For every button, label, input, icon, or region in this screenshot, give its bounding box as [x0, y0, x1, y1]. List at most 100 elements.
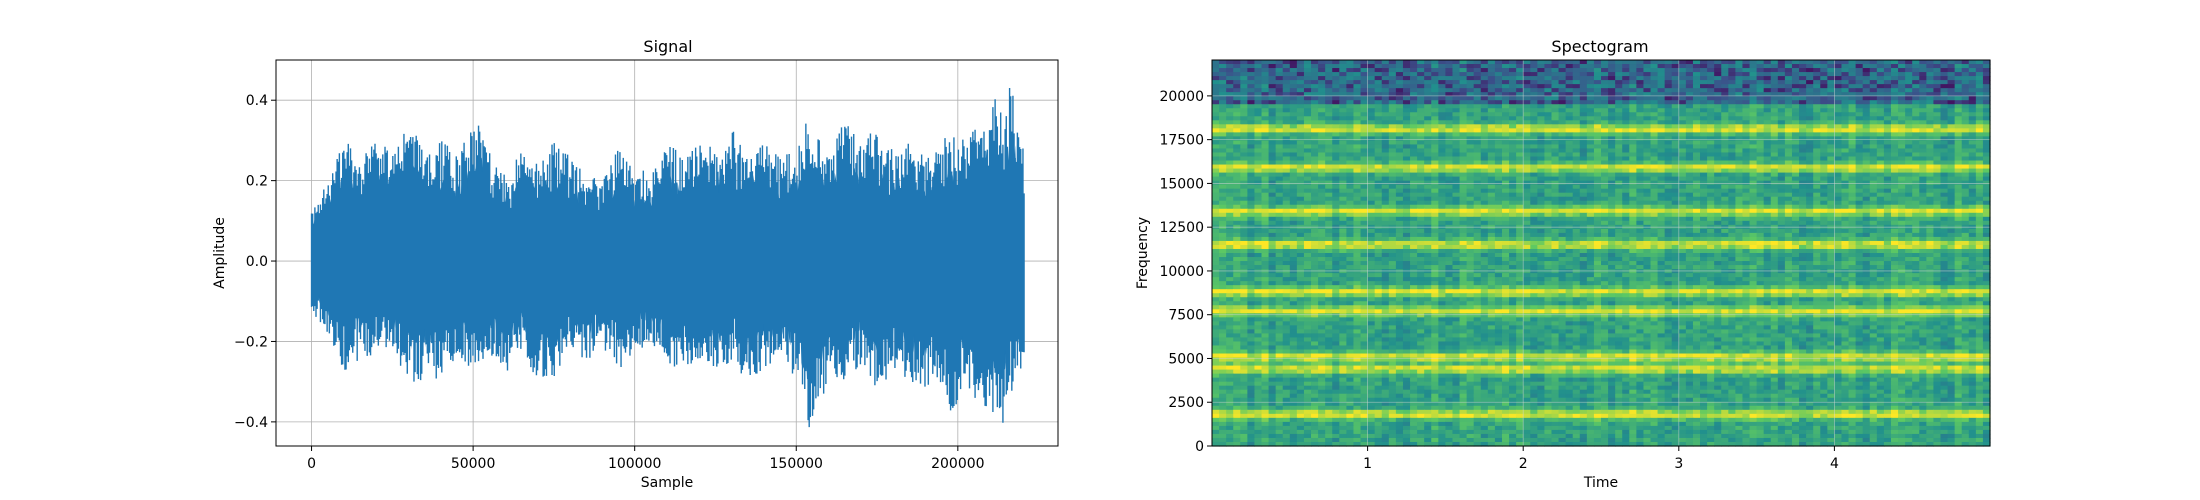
spectrogram-cell [1311, 60, 1319, 65]
spectrogram-cell [1664, 212, 1673, 218]
spectrogram-cell [1954, 220, 1963, 226]
spectrogram-cell [1791, 64, 1800, 69]
spectrogram-cell [1954, 144, 1963, 150]
spectrogram-cell [1395, 88, 1404, 93]
spectrogram-cell [1431, 140, 1439, 146]
spectrogram-cell [1799, 120, 1807, 125]
spectrogram-cell [1883, 156, 1892, 162]
spectrogram-cell [1664, 108, 1673, 113]
spectrogram-cell [1933, 136, 1942, 142]
spectrogram-cell [1961, 176, 1970, 182]
spectrogram-cell [1629, 72, 1637, 77]
spectrogram-cell [1593, 208, 1602, 214]
spectrogram-cell [1410, 112, 1418, 117]
spectrogram-cell [1685, 172, 1694, 178]
spectrogram-cell [1240, 204, 1248, 210]
spectrogram-cell [1777, 184, 1786, 190]
spectrogram-cell [1820, 156, 1828, 162]
spectrogram-cell [1869, 188, 1878, 194]
spectrogram-cell [1431, 204, 1439, 210]
spectrogram-cell [1537, 208, 1546, 214]
spectrogram-cell [1664, 124, 1673, 129]
spectrogram-cell [1933, 120, 1942, 125]
spectrogram-cell [1318, 112, 1326, 117]
spectrogram-cell [1629, 168, 1637, 174]
spectrogram-cell [1424, 172, 1432, 178]
spectrogram-cell [1219, 76, 1227, 81]
spectrogram-cell [1537, 176, 1546, 182]
spectrogram-cell [1643, 92, 1652, 97]
spectrogram-cell [1282, 104, 1291, 109]
spectrogram-cell [1671, 200, 1680, 206]
spectrogram-cell [1636, 124, 1645, 129]
spectrogram-cell [1402, 152, 1411, 158]
spectrogram-cell [1855, 184, 1864, 190]
spectrogram-cell [1636, 128, 1645, 133]
spectrogram-cell [1777, 220, 1786, 226]
spectrogram-cell [1799, 84, 1807, 89]
spectrogram-cell [1721, 216, 1729, 222]
spectrogram-cell [1388, 156, 1397, 162]
spectrogram-cell [1353, 204, 1362, 210]
spectrogram-cell [1834, 96, 1843, 101]
spectrogram-cell [1813, 84, 1821, 89]
spectrogram-cell [1919, 124, 1927, 129]
spectrogram-cell [1289, 196, 1298, 202]
spectrogram-cell [1777, 152, 1786, 158]
spectrogram-cell [1282, 180, 1291, 186]
spectrogram-cell [1247, 228, 1256, 234]
spectrogram-cell [1346, 212, 1355, 218]
spectrogram-cell [1735, 188, 1744, 194]
spectrogram-cell [1339, 112, 1347, 117]
spectrogram-cell [1247, 96, 1256, 101]
spectrogram-cell [1890, 200, 1899, 206]
spectrogram-cell [1593, 232, 1602, 238]
spectrogram-cell [1721, 72, 1729, 77]
spectrogram-cell [1905, 104, 1913, 109]
spectrogram-cell [1332, 128, 1340, 133]
spectrogram-cell [1261, 152, 1270, 158]
spectrogram-cell [1784, 120, 1793, 125]
spectrogram-cell [1629, 148, 1637, 154]
spectrogram-cell [1325, 160, 1333, 166]
spectrogram-cell [1325, 88, 1333, 93]
spectrogram-cell [1735, 208, 1744, 214]
spectrogram-cell [1933, 172, 1942, 178]
spectrogram-cell [1530, 164, 1538, 170]
spectrogram-cell [1395, 192, 1404, 198]
spectrogram-cell [1876, 112, 1885, 117]
spectrogram-cell [1862, 124, 1871, 129]
spectrogram-cell [1728, 76, 1736, 81]
spectrogram-cell [1473, 228, 1482, 234]
spectrogram-cell [1841, 132, 1850, 137]
spectrogram-cell [1212, 72, 1220, 77]
spectrogram-cell [1735, 236, 1744, 242]
spectrogram-cell [1622, 236, 1630, 242]
spectrogram-cell [1728, 92, 1736, 97]
spectrogram-cell [1622, 92, 1630, 97]
spectrogram-cell [1975, 184, 1984, 190]
spectrogram-cell [1282, 228, 1291, 234]
spectrogram-cell [1431, 76, 1439, 81]
spectrogram-cell [1954, 180, 1963, 186]
spectrogram-cell [1940, 160, 1949, 166]
spectrogram-cell [1438, 160, 1446, 166]
spectrogram-cell [1728, 128, 1736, 133]
spectrogram-cell [1742, 200, 1751, 206]
spectrogram-cell [1303, 128, 1312, 133]
spectrogram-cell [1367, 80, 1376, 85]
spectrogram-cell [1940, 124, 1949, 129]
spectrogram-cell [1834, 68, 1843, 73]
spectrogram-cell [1303, 124, 1312, 129]
spectrogram-cell [1912, 60, 1920, 65]
spectrogram-cell [1501, 140, 1510, 146]
spectrogram-cell [1601, 60, 1609, 65]
spectrogram-cell [1247, 132, 1256, 137]
spectrogram-cell [1799, 148, 1807, 154]
spectrogram-cell [1296, 132, 1305, 137]
spectrogram-cell [1367, 216, 1376, 222]
spectrogram-cell [1318, 184, 1326, 190]
spectrogram-cell [1424, 64, 1432, 69]
spectrogram-cell [1905, 88, 1913, 93]
spectrogram-cell [1318, 104, 1326, 109]
